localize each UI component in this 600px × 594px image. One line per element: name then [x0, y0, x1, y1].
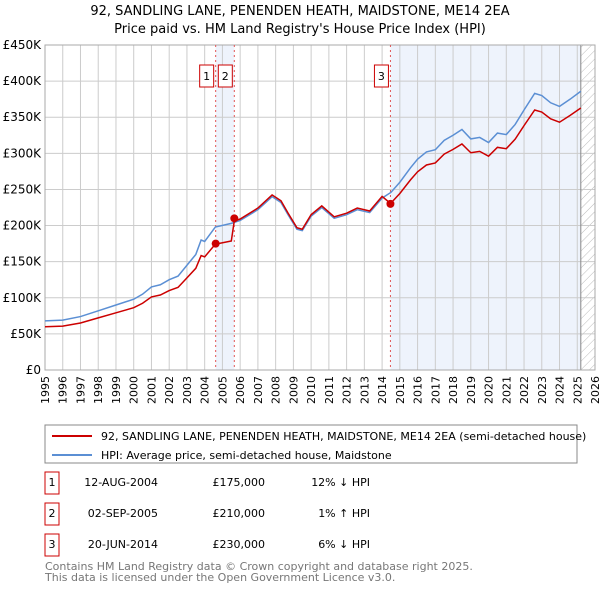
x-tick-label: 2007	[252, 376, 265, 404]
plot-border	[44, 44, 596, 371]
y-tick-label: £400K	[3, 74, 43, 88]
sale-row-number: 2	[49, 507, 56, 520]
x-tick-label: 2009	[287, 376, 300, 404]
sale-row-number: 3	[49, 538, 56, 551]
x-tick-label: 1995	[39, 376, 52, 404]
x-tick-label: 2008	[270, 376, 283, 404]
footer-line1: Contains HM Land Registry data © Crown c…	[45, 560, 473, 573]
sale-row-price: £230,000	[213, 538, 266, 551]
x-tick-label: 2023	[536, 376, 549, 404]
y-tick-label: £100K	[3, 291, 43, 305]
x-tick-label: 2003	[181, 376, 194, 404]
legend-blue-label: HPI: Average price, semi-detached house,…	[101, 449, 392, 462]
x-tick-label: 1998	[92, 376, 105, 404]
sale-row-badge	[44, 502, 60, 526]
y-tick-label: £450K	[3, 38, 43, 52]
x-tick-label: 2017	[429, 376, 442, 404]
x-tick-label: 1996	[57, 376, 70, 404]
shaded-region	[215, 45, 235, 370]
x-tick-label: 2004	[199, 376, 212, 404]
sale-row-date: 02-SEP-2005	[88, 507, 158, 520]
y-tick-label: £150K	[3, 255, 43, 269]
x-tick-label: 2000	[128, 376, 141, 404]
x-tick-label: 2002	[163, 376, 176, 404]
legend	[44, 424, 578, 464]
sale-row-hpi: 1% ↑ HPI	[318, 507, 370, 520]
sale-row-date: 12-AUG-2004	[84, 476, 158, 489]
sale-label-box	[199, 64, 215, 88]
x-tick-label: 1997	[74, 376, 87, 404]
footer-line2: This data is licensed under the Open Gov…	[44, 571, 395, 584]
sale-label-box	[373, 64, 389, 88]
y-tick-label: £300K	[3, 146, 43, 160]
sale-point[interactable]	[386, 199, 395, 208]
y-tick-label: £50K	[10, 327, 42, 341]
x-tick-label: 2012	[341, 376, 354, 404]
sale-label: 1	[203, 70, 210, 83]
sale-row-date: 20-JUN-2014	[88, 538, 158, 551]
sale-label: 2	[222, 70, 229, 83]
chart-subtitle: Price paid vs. HM Land Registry's House …	[114, 22, 486, 37]
x-tick-label: 2011	[323, 376, 336, 404]
x-tick-label: 2005	[216, 376, 229, 404]
price-paid-line	[44, 107, 582, 328]
x-tick-label: 2006	[234, 376, 247, 404]
legend-red-label: 92, SANDLING LANE, PENENDEN HEATH, MAIDS…	[101, 430, 586, 443]
x-tick-label: 2001	[145, 376, 158, 404]
sale-row-hpi: 6% ↓ HPI	[318, 538, 370, 551]
x-tick-label: 2024	[554, 376, 567, 404]
x-tick-label: 2014	[376, 376, 389, 404]
x-tick-label: 2025	[571, 376, 584, 404]
x-tick-label: 2015	[394, 376, 407, 404]
sale-row-badge	[44, 533, 60, 557]
x-tick-label: 2019	[465, 376, 478, 404]
x-tick-label: 2020	[483, 376, 496, 404]
sale-row-price: £210,000	[213, 507, 266, 520]
y-tick-label: £250K	[3, 182, 43, 196]
sale-row-hpi: 12% ↓ HPI	[311, 476, 370, 489]
x-tick-label: 2022	[518, 376, 531, 404]
x-tick-label: 1999	[110, 376, 123, 404]
sale-point[interactable]	[211, 239, 220, 248]
sale-label: 3	[378, 70, 385, 83]
hpi-line	[44, 90, 582, 322]
sale-point[interactable]	[230, 214, 239, 223]
sale-row-price: £175,000	[213, 476, 266, 489]
y-tick-label: £0	[26, 363, 41, 377]
x-tick-label: 2026	[589, 376, 600, 404]
forecast-hatch	[580, 45, 595, 370]
x-tick-label: 2018	[447, 376, 460, 404]
y-tick-label: £200K	[3, 219, 43, 233]
shaded-region	[390, 45, 581, 370]
x-tick-label: 2013	[358, 376, 371, 404]
x-tick-label: 2016	[412, 376, 425, 404]
chart-title: 92, SANDLING LANE, PENENDEN HEATH, MAIDS…	[90, 4, 509, 19]
x-tick-label: 2010	[305, 376, 318, 404]
sale-row-number: 1	[49, 476, 56, 489]
x-tick-label: 2021	[500, 376, 513, 404]
sale-row-badge	[44, 471, 60, 495]
sale-label-box	[217, 64, 233, 88]
y-tick-label: £350K	[3, 110, 43, 124]
